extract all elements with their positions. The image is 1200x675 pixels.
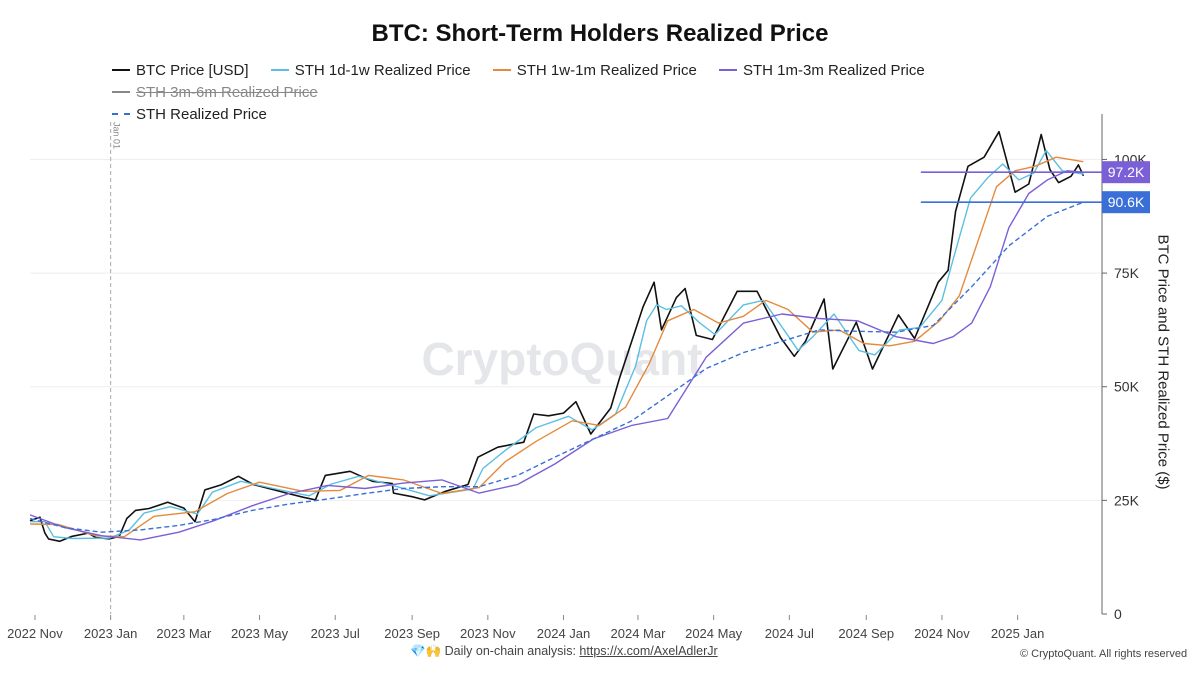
- y-tick-label: 0: [1114, 606, 1122, 622]
- legend-item-sth-1d-1w[interactable]: STH 1d-1w Realized Price: [270, 60, 471, 80]
- x-tick-label: 2024 Nov: [914, 626, 970, 641]
- footer-copyright: © CryptoQuant. All rights reserved: [1020, 648, 1188, 660]
- annotation-date-label: Jan 01: [112, 122, 122, 149]
- series-line-4: [29, 201, 1084, 533]
- legend-label: STH 1d-1w Realized Price: [294, 61, 471, 79]
- price-label-box: [1102, 191, 1150, 214]
- series-line-3: [29, 170, 1084, 541]
- chart-title: BTC: Short-Term Holders Realized Price: [371, 20, 829, 47]
- legend-swatch: [719, 69, 737, 71]
- legend-swatch: [112, 113, 130, 115]
- chart-legend: BTC Price [USD] STH 1d-1w Realized Price…: [112, 58, 1112, 124]
- footer-text: Daily on-chain analysis:: [444, 644, 576, 658]
- x-tick-label: 2025 Jan: [991, 626, 1045, 641]
- y-tick-label: 75K: [1114, 265, 1140, 281]
- x-tick-label: 2023 Jan: [84, 626, 138, 641]
- x-tick-label: 2024 Jan: [537, 626, 591, 641]
- legend-item-sth-1w-1m[interactable]: STH 1w-1m Realized Price: [492, 60, 697, 80]
- x-tick-label: 2024 Sep: [838, 626, 894, 641]
- legend-label: BTC Price [USD]: [136, 61, 249, 79]
- legend-item-sth-realized[interactable]: STH Realized Price: [112, 104, 267, 124]
- legend-swatch: [112, 91, 130, 93]
- y-tick-label: 50K: [1114, 379, 1140, 395]
- x-tick-label: 2023 Jul: [311, 626, 360, 641]
- y-axis-label: BTC Price and STH Realized Price ($): [1154, 234, 1172, 490]
- series-line-2: [29, 156, 1084, 538]
- price-label-box: [1102, 161, 1150, 184]
- legend-swatch: [112, 69, 130, 71]
- x-tick-label: 2024 Jul: [765, 626, 814, 641]
- watermark: CryptoQuant: [421, 333, 702, 385]
- footer-analysis: 💎🙌 Daily on-chain analysis: https://x.co…: [410, 644, 718, 659]
- x-tick-label: 2022 Nov: [7, 626, 63, 641]
- x-tick-label: 2023 May: [231, 626, 289, 641]
- legend-swatch: [270, 69, 289, 71]
- legend-item-sth-3m-6m[interactable]: STH 3m-6m Realized Price: [112, 82, 318, 102]
- legend-label: STH Realized Price: [136, 105, 267, 123]
- price-label-text: 90.6K: [1108, 194, 1145, 210]
- legend-label: STH 1m-3m Realized Price: [743, 61, 925, 79]
- x-tick-label: 2024 May: [685, 626, 743, 641]
- legend-item-btc-price[interactable]: BTC Price [USD]: [112, 60, 249, 80]
- price-label-text: 97.2K: [1108, 164, 1145, 180]
- legend-label: STH 3m-6m Realized Price: [136, 83, 318, 101]
- legend-label: STH 1w-1m Realized Price: [516, 61, 697, 79]
- x-tick-label: 2023 Sep: [384, 626, 440, 641]
- x-tick-label: 2023 Nov: [460, 626, 516, 641]
- x-tick-label: 2024 Mar: [611, 626, 667, 641]
- diamond-hands-icon: 💎🙌: [410, 644, 442, 658]
- footer-link[interactable]: https://x.com/AxelAdlerJr: [579, 644, 718, 658]
- y-tick-label: 25K: [1114, 492, 1140, 508]
- x-tick-label: 2023 Mar: [156, 626, 212, 641]
- legend-item-sth-1m-3m[interactable]: STH 1m-3m Realized Price: [719, 60, 925, 80]
- series-line-0: [29, 130, 1085, 543]
- legend-swatch: [492, 69, 511, 71]
